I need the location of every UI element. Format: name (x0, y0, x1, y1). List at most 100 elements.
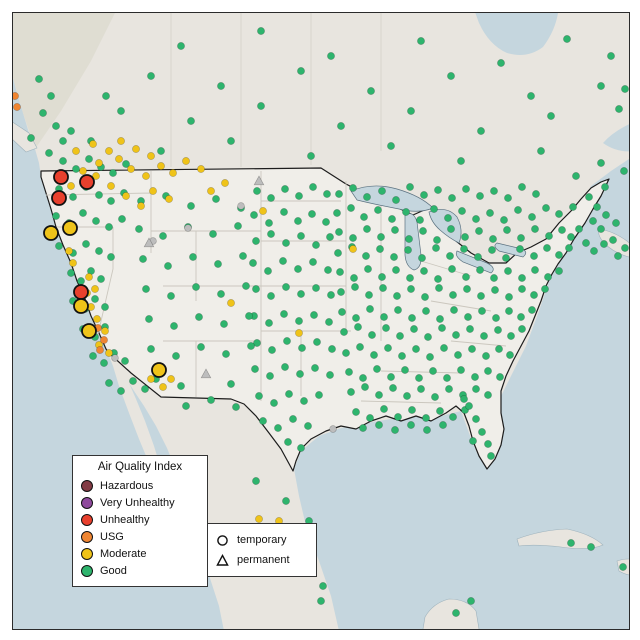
marker-good[interactable] (443, 374, 451, 382)
marker-good[interactable] (527, 92, 535, 100)
marker-good[interactable] (558, 226, 566, 234)
marker-good[interactable] (612, 219, 620, 227)
marker-good[interactable] (447, 72, 455, 80)
marker-good[interactable] (304, 422, 312, 430)
marker-good[interactable] (422, 414, 430, 422)
marker-inactive[interactable] (237, 202, 245, 210)
marker-good[interactable] (517, 234, 525, 242)
marker-good[interactable] (465, 402, 473, 410)
marker-good[interactable] (482, 352, 490, 360)
marker-good[interactable] (313, 338, 321, 346)
marker-good[interactable] (474, 253, 482, 261)
marker-good[interactable] (249, 259, 257, 267)
marker-good[interactable] (335, 228, 343, 236)
marker-good[interactable] (317, 597, 325, 605)
marker-good[interactable] (480, 332, 488, 340)
marker-good[interactable] (259, 417, 267, 425)
marker-good[interactable] (614, 252, 622, 260)
marker-good[interactable] (449, 413, 457, 421)
marker-good[interactable] (590, 247, 598, 255)
marker-good[interactable] (298, 344, 306, 352)
marker-good[interactable] (537, 147, 545, 155)
marker-good[interactable] (239, 252, 247, 260)
marker-good[interactable] (418, 254, 426, 262)
marker-permanent-triangle[interactable] (143, 237, 155, 248)
marker-moderate[interactable] (259, 207, 267, 215)
marker-good[interactable] (95, 191, 103, 199)
marker-good[interactable] (476, 192, 484, 200)
marker-good[interactable] (319, 582, 327, 590)
marker-good[interactable] (405, 235, 413, 243)
marker-good[interactable] (227, 137, 235, 145)
marker-moderate[interactable] (167, 375, 175, 383)
marker-good[interactable] (593, 203, 601, 211)
marker-good[interactable] (102, 92, 110, 100)
marker-good[interactable] (336, 268, 344, 276)
marker-good[interactable] (350, 274, 358, 282)
marker-good[interactable] (601, 183, 609, 191)
marker-good[interactable] (189, 253, 197, 261)
marker-good[interactable] (309, 183, 317, 191)
marker-moderate[interactable] (69, 259, 77, 267)
marker-good[interactable] (602, 211, 610, 219)
marker-good[interactable] (107, 253, 115, 261)
marker-good[interactable] (195, 313, 203, 321)
marker-good[interactable] (352, 408, 360, 416)
marker-good[interactable] (471, 373, 479, 381)
marker-good[interactable] (187, 202, 195, 210)
marker-good[interactable] (484, 440, 492, 448)
marker-good[interactable] (59, 157, 67, 165)
marker-good[interactable] (530, 291, 538, 299)
marker-good[interactable] (415, 374, 423, 382)
marker-good[interactable] (59, 137, 67, 145)
marker-good[interactable] (105, 379, 113, 387)
marker-good[interactable] (396, 332, 404, 340)
marker-good[interactable] (407, 285, 415, 293)
marker-good[interactable] (460, 245, 468, 253)
marker-good[interactable] (475, 227, 483, 235)
marker-good[interactable] (407, 421, 415, 429)
marker-good[interactable] (378, 187, 386, 195)
marker-moderate[interactable] (89, 140, 97, 148)
marker-good[interactable] (375, 391, 383, 399)
marker-good[interactable] (401, 366, 409, 374)
marker-good[interactable] (252, 477, 260, 485)
marker-good[interactable] (555, 251, 563, 259)
marker-good[interactable] (391, 226, 399, 234)
marker-good[interactable] (494, 326, 502, 334)
marker-good[interactable] (486, 209, 494, 217)
marker-good[interactable] (544, 273, 552, 281)
marker-good[interactable] (47, 92, 55, 100)
marker-good[interactable] (406, 274, 414, 282)
marker-good[interactable] (468, 345, 476, 353)
marker-good[interactable] (620, 167, 628, 175)
marker-unhealthy_large[interactable] (73, 284, 89, 300)
marker-good[interactable] (417, 37, 425, 45)
marker-good[interactable] (398, 352, 406, 360)
marker-good[interactable] (82, 240, 90, 248)
marker-good[interactable] (251, 365, 259, 373)
marker-good[interactable] (429, 367, 437, 375)
marker-good[interactable] (170, 322, 178, 330)
marker-good[interactable] (347, 204, 355, 212)
marker-good[interactable] (607, 52, 615, 60)
marker-good[interactable] (600, 240, 608, 248)
marker-good[interactable] (504, 194, 512, 202)
marker-good[interactable] (567, 233, 575, 241)
marker-good[interactable] (347, 388, 355, 396)
marker-good[interactable] (296, 370, 304, 378)
marker-moderate_large[interactable] (151, 362, 167, 378)
marker-good[interactable] (488, 246, 496, 254)
marker-good[interactable] (376, 245, 384, 253)
marker-good[interactable] (220, 320, 228, 328)
marker-good[interactable] (282, 497, 290, 505)
marker-good[interactable] (452, 609, 460, 617)
marker-good[interactable] (404, 246, 412, 254)
marker-good[interactable] (445, 385, 453, 393)
marker-usg[interactable] (13, 103, 21, 111)
marker-moderate[interactable] (159, 383, 167, 391)
marker-good[interactable] (393, 292, 401, 300)
marker-good[interactable] (297, 444, 305, 452)
marker-permanent-triangle[interactable] (200, 368, 212, 379)
marker-good[interactable] (89, 352, 97, 360)
